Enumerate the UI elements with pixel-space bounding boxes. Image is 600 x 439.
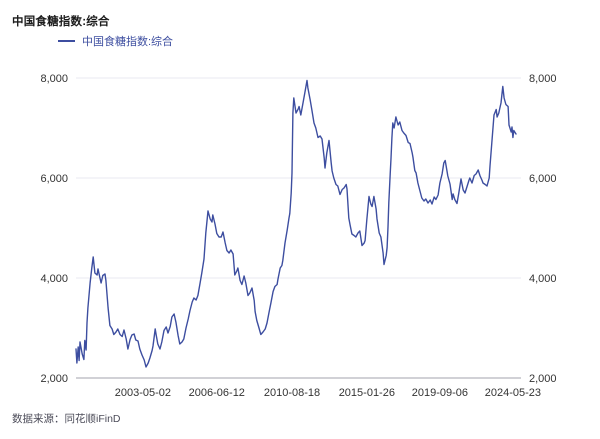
legend: 中国食糖指数:综合: [58, 33, 173, 49]
page-title: 中国食糖指数:综合: [12, 16, 110, 28]
x-axis-tick: 2010-08-18: [264, 387, 320, 399]
series-line: [75, 79, 517, 368]
x-axis-tick: 2019-09-06: [412, 387, 468, 399]
y-axis-tick-left: 4,000: [40, 273, 68, 285]
y-axis-tick-left: 6,000: [40, 173, 68, 185]
data-source-note: 数据来源：同花顺iFinD: [12, 413, 121, 425]
x-axis-tick: 2015-01-26: [339, 387, 395, 399]
y-axis-tick-right: 6,000: [529, 173, 557, 185]
x-axis-tick: 2024-05-23: [485, 387, 541, 399]
x-axis-tick: 2006-06-12: [189, 387, 245, 399]
y-axis-tick-left: 8,000: [40, 73, 68, 85]
x-axis-tick: 2003-05-02: [115, 387, 171, 399]
legend-line-swatch-icon: [58, 40, 75, 42]
y-axis-tick-right: 2,000: [529, 373, 557, 385]
y-axis-tick-right: 8,000: [529, 73, 557, 85]
y-axis-tick-right: 4,000: [529, 273, 557, 285]
y-axis-tick-left: 2,000: [40, 373, 68, 385]
legend-label: 中国食糖指数:综合: [82, 36, 174, 48]
